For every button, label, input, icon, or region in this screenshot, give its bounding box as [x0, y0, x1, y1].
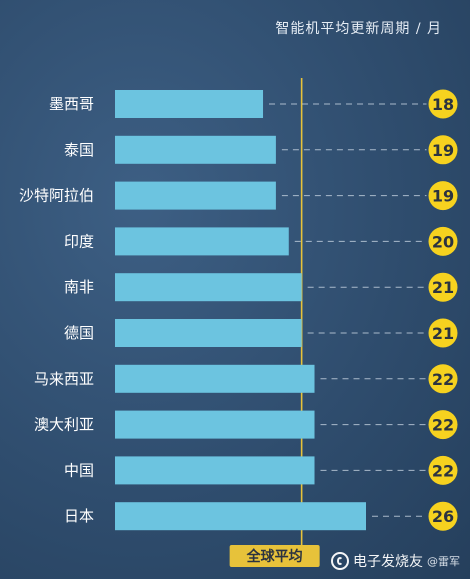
bar [115, 135, 276, 164]
bar [115, 364, 315, 393]
category-label: 澳大利亚 [34, 416, 94, 434]
bar [115, 273, 302, 302]
reference-label: 全球平均 [246, 548, 303, 565]
value-badge [428, 135, 458, 165]
value-label: 22 [432, 416, 454, 435]
value-label: 20 [432, 232, 454, 251]
value-label: 26 [432, 507, 454, 526]
bar [115, 502, 366, 531]
value-badge [428, 455, 458, 485]
category-label: 马来西亚 [34, 370, 94, 388]
reference-label-box [229, 545, 320, 567]
value-label: 22 [432, 370, 454, 389]
watermark-logo-icon [331, 552, 349, 570]
value-badge [428, 272, 458, 302]
value-badge [428, 181, 458, 211]
bar [115, 456, 315, 485]
value-label: 18 [432, 95, 454, 114]
bar [115, 90, 264, 118]
watermark-name: 电子发烧友 [353, 554, 423, 570]
watermark: 电子发烧友 @雷军 [331, 551, 460, 571]
category-label: 墨西哥 [49, 95, 94, 113]
value-badge [428, 410, 458, 440]
value-label: 22 [432, 461, 454, 480]
category-label: 南非 [64, 278, 94, 296]
value-label: 21 [432, 324, 454, 343]
value-label: 19 [432, 141, 454, 160]
bar [115, 410, 315, 439]
bar [115, 319, 302, 347]
category-label: 德国 [64, 324, 94, 342]
category-label: 泰国 [64, 141, 94, 159]
value-badge [428, 318, 458, 348]
value-badge [428, 226, 458, 256]
category-label: 日本 [64, 507, 94, 525]
value-badge [428, 501, 458, 531]
value-badge [428, 89, 458, 119]
category-label: 印度 [64, 232, 94, 250]
value-label: 21 [432, 278, 454, 297]
watermark-sub: @雷军 [427, 555, 460, 568]
value-label: 19 [432, 187, 454, 206]
bar [115, 181, 276, 210]
value-badge [428, 364, 458, 394]
category-label: 沙特阿拉伯 [19, 187, 94, 205]
bar [115, 227, 289, 256]
chart-title: 智能机平均更新周期 / 月 [275, 21, 442, 37]
category-label: 中国 [64, 461, 94, 479]
